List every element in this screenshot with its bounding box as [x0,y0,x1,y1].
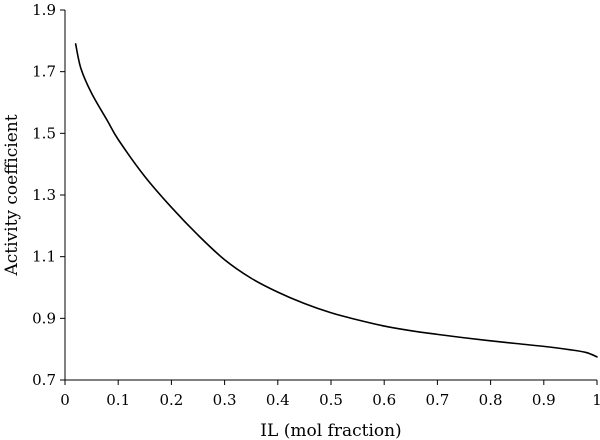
x-tick-label: 0.1 [106,391,130,409]
y-tick-label: 0.7 [32,371,56,389]
y-tick-label: 0.9 [32,309,56,327]
series-layer [74,43,598,358]
x-tick-label: 0 [60,391,70,409]
x-tick-label: 0.9 [532,391,556,409]
x-tick-label: 1 [592,391,600,409]
x-tick-label: 0.6 [372,391,396,409]
x-axis: 0 0.1 0.2 0.3 0.4 0.5 0.6 0.7 0.8 0.9 1 [60,380,600,409]
y-tick-label: 1.9 [32,1,56,19]
series-line [74,43,598,358]
y-axis-title: Activity coefficient [2,114,22,276]
y-axis: 0.7 0.9 1.1 1.3 1.5 1.7 1.9 [32,1,65,389]
x-tick-label: 0.4 [266,391,290,409]
plot-frame [64,10,597,381]
x-tick-label: 0.8 [479,391,503,409]
x-tick-label: 0.2 [159,391,183,409]
y-tick-label: 1.3 [32,186,56,204]
y-tick-label: 1.5 [32,124,56,142]
x-tick-label: 0.3 [213,391,237,409]
y-tick-label: 1.7 [32,63,56,81]
x-tick-label: 0.7 [425,391,449,409]
x-axis-title: IL (mol fraction) [260,421,401,440]
y-tick-label: 1.1 [32,248,56,266]
x-tick-label: 0.5 [319,391,343,409]
